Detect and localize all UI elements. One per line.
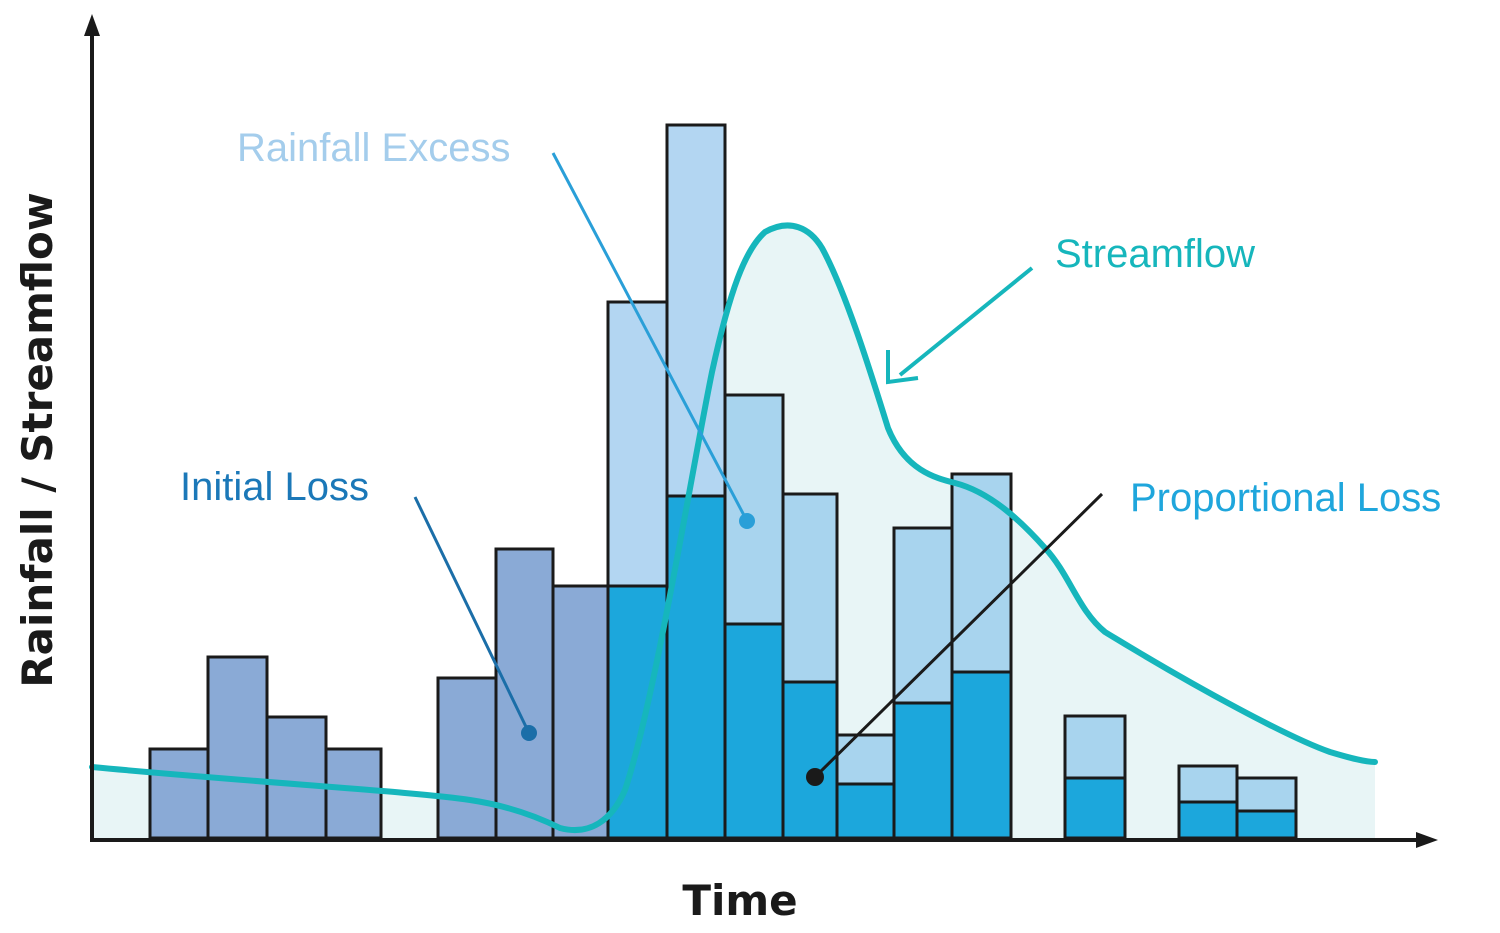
initial-loss-label: Initial Loss <box>180 465 369 509</box>
streamflow-arrow-icon <box>886 350 919 385</box>
rainfall-excess-leader <box>551 152 749 522</box>
rainfall-excess-label: Rainfall Excess <box>237 126 510 170</box>
proportional-loss-bar <box>1063 776 1127 840</box>
initial-loss-bars <box>148 547 610 840</box>
initial-loss-bar <box>324 747 383 840</box>
x-axis-arrow-icon <box>1416 832 1438 848</box>
rainfall-excess-bar <box>892 526 954 705</box>
initial-loss-bar <box>206 655 269 840</box>
rainfall-excess-bar <box>723 393 785 626</box>
proportional-loss-bar <box>665 494 727 840</box>
proportional-loss-bar <box>1177 800 1239 840</box>
initial-loss-leader <box>413 496 531 734</box>
rainfall-excess-bar <box>1063 714 1127 780</box>
proportional-loss-bar <box>835 782 896 840</box>
y-axis-arrow-icon <box>84 14 100 36</box>
x-axis-title: Time <box>682 876 797 925</box>
streamflow-line <box>89 222 1378 833</box>
proportional-loss-marker <box>806 768 824 786</box>
initial-loss-bar <box>265 715 328 840</box>
rainfall-excess-bar <box>781 492 839 684</box>
initial-loss-bar <box>551 584 610 840</box>
rainfall-excess-bar <box>1177 764 1239 804</box>
initial-loss-bar <box>436 676 498 840</box>
proportional-loss-bar <box>950 670 1013 840</box>
initial-loss-bar <box>148 747 210 840</box>
proportional-loss-label: Proportional Loss <box>1130 476 1441 520</box>
proportional-loss-bars <box>606 494 1298 840</box>
y-axis-title: Rainfall / Streamflow <box>13 192 62 687</box>
initial-loss-marker <box>521 725 537 741</box>
proportional-loss-bar <box>723 622 785 840</box>
rainfall-excess-bar <box>606 300 669 588</box>
rainfall-excess-marker <box>739 513 755 529</box>
rainfall-excess-bar <box>1235 776 1298 813</box>
proportional-loss-leader <box>813 492 1104 779</box>
proportional-loss-bar <box>892 701 954 840</box>
proportional-loss-bar <box>1235 809 1298 840</box>
streamflow-leader <box>898 266 1034 377</box>
rainfall-excess-bar <box>835 733 896 786</box>
proportional-loss-bar <box>781 680 839 840</box>
initial-loss-bar <box>494 547 555 840</box>
streamflow-label: Streamflow <box>1055 232 1255 276</box>
